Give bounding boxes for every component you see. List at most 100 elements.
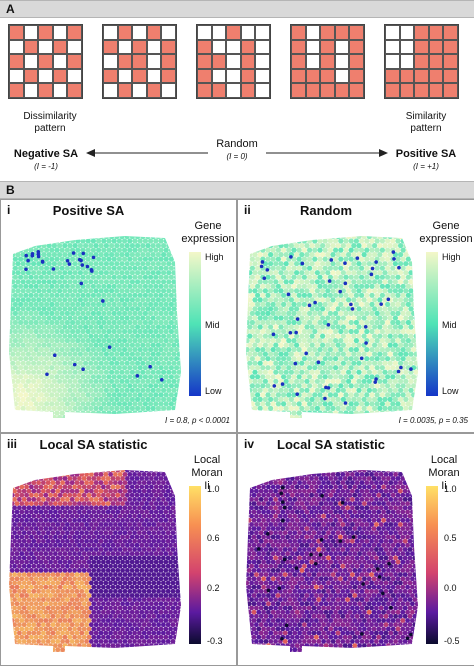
panel-iii-tick-1: 1.0 <box>207 484 220 494</box>
pattern-grid-3 <box>196 24 271 99</box>
pattern-cell <box>443 40 458 55</box>
pattern-cell <box>306 69 321 84</box>
panel-i-title: Positive SA <box>1 203 176 218</box>
pattern-cell <box>320 40 335 55</box>
panel-iv-colorbar <box>426 486 438 644</box>
pattern-cell <box>24 54 39 69</box>
panel-iii-tick-2: 0.6 <box>207 533 220 543</box>
panel-i-colorbar <box>189 252 201 396</box>
section-b-bar: B <box>0 181 474 199</box>
pattern-cell <box>147 25 162 40</box>
pattern-cell <box>320 54 335 69</box>
pattern-cell <box>212 25 227 40</box>
pattern-cell <box>335 83 350 98</box>
panel-i-colorbar-title: Gene expression <box>181 220 235 246</box>
pattern-cell <box>132 54 147 69</box>
pattern-cell <box>349 83 364 98</box>
pattern-cell <box>103 83 118 98</box>
pattern-grid-1 <box>8 24 83 99</box>
panel-iv-tick-3: 0.0 <box>444 583 457 593</box>
panel-i: i Positive SA Gene expression High Mid L… <box>0 199 237 433</box>
pattern-cell <box>67 69 82 84</box>
panel-iv-tick-2: 0.5 <box>444 533 457 543</box>
pattern-cell <box>147 83 162 98</box>
pattern-cell <box>291 40 306 55</box>
pattern-cell <box>103 25 118 40</box>
pattern-cell <box>118 54 133 69</box>
panel-ii-colorbar-title: Gene expression <box>418 220 474 246</box>
panel-ii: ii Random Gene expression High Mid Low I… <box>237 199 474 433</box>
pattern-cell <box>147 54 162 69</box>
pattern-cell <box>443 69 458 84</box>
pattern-cell <box>197 69 212 84</box>
pattern-cell <box>212 83 227 98</box>
section-a-bar: A <box>0 0 474 18</box>
pattern-cell <box>118 83 133 98</box>
panel-iv-tick-1: 1.0 <box>444 484 457 494</box>
pattern-cell <box>349 25 364 40</box>
panel-iv: iv Local SA statistic Local Moran Ii 1.0… <box>237 433 474 666</box>
pattern-cell <box>161 25 176 40</box>
pattern-cell <box>53 83 68 98</box>
pattern-cell <box>103 69 118 84</box>
panel-iii-tick-4: -0.3 <box>207 636 223 646</box>
pattern-cell <box>385 83 400 98</box>
panel-iv-title: Local SA statistic <box>238 437 424 452</box>
pattern-cell <box>306 83 321 98</box>
pattern-cell <box>38 54 53 69</box>
dissimilarity-label: Dissimilarity pattern <box>2 111 98 135</box>
pattern-cell <box>226 69 241 84</box>
pattern-cell <box>132 25 147 40</box>
pattern-cell <box>53 54 68 69</box>
pattern-cell <box>385 54 400 69</box>
panel-i-stat: I = 0.8, p < 0.0001 <box>165 416 230 425</box>
pattern-cell <box>118 25 133 40</box>
panel-i-tick-low: Low <box>205 386 222 396</box>
pattern-cell <box>255 25 270 40</box>
pattern-cell <box>38 25 53 40</box>
pattern-cell <box>291 69 306 84</box>
pattern-cell <box>320 83 335 98</box>
section-b-label: B <box>6 183 15 197</box>
similarity-label: Similarity pattern <box>378 111 474 135</box>
pattern-cell <box>24 83 39 98</box>
pattern-cell <box>400 83 415 98</box>
pattern-cell <box>320 25 335 40</box>
pattern-cell <box>67 54 82 69</box>
pattern-cell <box>255 54 270 69</box>
panel-ii-stat: I = 0.0035, p = 0.35 <box>399 416 468 425</box>
pattern-cell <box>24 25 39 40</box>
pattern-cell <box>443 83 458 98</box>
pattern-cell <box>241 54 256 69</box>
pattern-cell <box>103 40 118 55</box>
pattern-cell <box>400 54 415 69</box>
sa-axis-arrow <box>0 140 474 170</box>
pattern-cell <box>226 40 241 55</box>
panel-ii-tick-high: High <box>442 252 461 262</box>
pattern-cell <box>414 40 429 55</box>
pattern-cell <box>400 40 415 55</box>
pattern-grid-4 <box>290 24 365 99</box>
pattern-cell <box>255 40 270 55</box>
pattern-cell <box>255 69 270 84</box>
pattern-cell <box>429 69 444 84</box>
section-a-label: A <box>6 2 15 16</box>
pattern-cell <box>385 25 400 40</box>
pattern-cell <box>53 40 68 55</box>
panel-ii-tick-mid: Mid <box>442 320 457 330</box>
pattern-cell <box>9 69 24 84</box>
pattern-cell <box>212 69 227 84</box>
pattern-cell <box>414 69 429 84</box>
pattern-cell <box>255 83 270 98</box>
pattern-cell <box>197 40 212 55</box>
pattern-cell <box>335 54 350 69</box>
pattern-cell <box>103 54 118 69</box>
pattern-cell <box>241 40 256 55</box>
pattern-cell <box>414 54 429 69</box>
random-tissue-map <box>242 222 422 422</box>
pattern-cell <box>414 83 429 98</box>
pattern-cell <box>226 25 241 40</box>
pattern-cell <box>197 54 212 69</box>
pattern-cell <box>197 25 212 40</box>
